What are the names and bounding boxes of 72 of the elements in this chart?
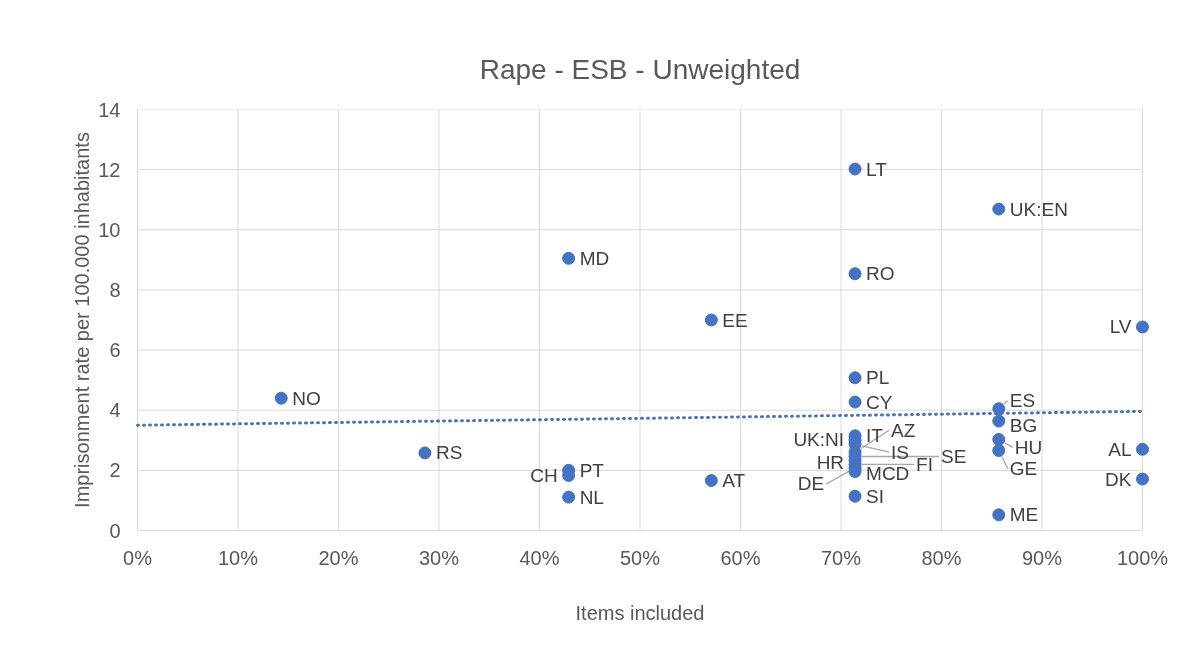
point: [704, 313, 718, 327]
data-label: UK:NI: [793, 429, 845, 451]
data-label: SI: [866, 485, 885, 507]
x-tick-label: 50%: [619, 546, 661, 569]
point: [992, 414, 1006, 428]
y-tick-label: 6: [109, 339, 121, 362]
data-label: GE: [1009, 458, 1038, 480]
point: [848, 489, 862, 503]
point: [992, 202, 1006, 216]
point: [274, 391, 288, 405]
data-label: HU: [1014, 436, 1043, 458]
point: [562, 490, 576, 504]
point: [992, 444, 1006, 457]
y-tick-label: 4: [109, 399, 121, 422]
y-tick-label: 8: [109, 278, 121, 301]
data-label: NL: [579, 486, 604, 508]
data-label: AZ: [891, 419, 916, 441]
data-label: RS: [435, 442, 463, 464]
data-label: CY: [866, 391, 893, 413]
data-label: CH: [530, 464, 558, 486]
data-label: HR: [816, 451, 845, 473]
x-tick-label: 20%: [318, 546, 359, 569]
data-label: LT: [866, 158, 888, 180]
point: [848, 371, 862, 385]
x-tick-label: 40%: [519, 546, 560, 569]
x-tick-label: 30%: [418, 546, 460, 569]
point: [992, 432, 1006, 446]
y-tick-label: 12: [98, 158, 121, 181]
data-label: RO: [866, 263, 895, 285]
point: [418, 446, 432, 460]
x-tick-label: 90%: [1021, 546, 1063, 569]
data-label: FI: [916, 453, 933, 475]
data-label: NO: [292, 387, 321, 409]
x-tick-label: 0%: [123, 546, 153, 569]
point: [704, 474, 718, 488]
y-tick-label: 14: [98, 98, 121, 121]
data-label: PT: [579, 459, 605, 481]
chart-title: Rape - ESB - Unweighted: [479, 53, 801, 85]
point: [848, 162, 862, 176]
x-axis-title: Items included: [575, 601, 705, 624]
x-tick-label: 80%: [921, 546, 962, 569]
point: [1136, 472, 1149, 486]
data-label: IT: [866, 425, 884, 447]
data-label: MCD: [866, 463, 910, 485]
data-label: BG: [1009, 414, 1038, 436]
data-label: AT: [722, 470, 746, 492]
point: [992, 508, 1006, 522]
data-label: SE: [941, 446, 967, 468]
y-tick-label: 10: [98, 218, 121, 241]
point: [1136, 320, 1149, 334]
x-tick-label: 10%: [217, 546, 259, 569]
data-label: DK: [1105, 468, 1132, 490]
y-axis-title: Imprisonment rate per 100.000 inhabitants: [71, 132, 94, 508]
data-label: UK:EN: [1009, 198, 1068, 220]
y-tick-label: 0: [109, 519, 121, 542]
x-tick-label: 60%: [720, 546, 761, 569]
data-label: IS: [891, 441, 910, 463]
x-tick-label: 70%: [820, 546, 862, 569]
point: [1136, 442, 1149, 456]
data-label: ES: [1009, 390, 1036, 412]
data-label: MD: [579, 247, 610, 269]
data-label: DE: [797, 473, 825, 495]
data-label: EE: [722, 309, 748, 331]
data-label: LV: [1109, 316, 1132, 338]
x-tick-label: 100%: [1116, 546, 1169, 569]
data-label: ME: [1009, 504, 1039, 526]
y-tick-label: 2: [109, 459, 121, 482]
point: [848, 267, 862, 281]
point: [562, 251, 576, 265]
data-label: PL: [866, 367, 890, 389]
point: [848, 395, 862, 409]
data-label: AL: [1108, 438, 1132, 460]
